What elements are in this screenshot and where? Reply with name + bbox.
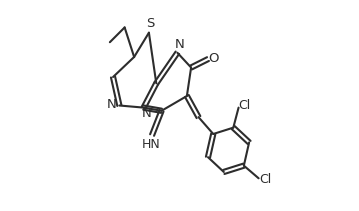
Text: Cl: Cl (259, 173, 271, 186)
Text: Cl: Cl (238, 99, 251, 112)
Text: S: S (146, 17, 154, 30)
Text: HN: HN (142, 138, 160, 151)
Text: N: N (174, 38, 185, 51)
Text: N: N (107, 98, 116, 111)
Text: N: N (142, 107, 151, 120)
Text: O: O (209, 51, 219, 65)
